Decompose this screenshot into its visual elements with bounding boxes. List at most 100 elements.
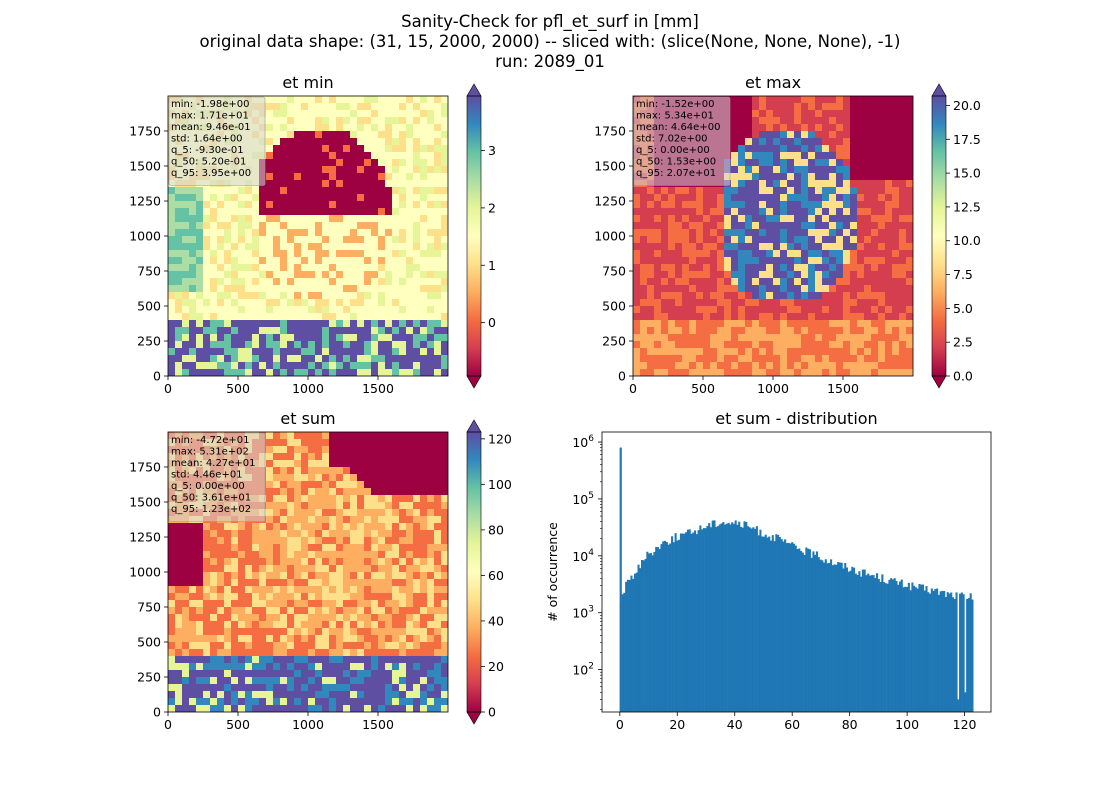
heatmap-cell [668, 313, 676, 321]
panel-title: et min [282, 73, 333, 92]
heatmap-cell [357, 271, 365, 279]
heatmap-cell [420, 159, 428, 167]
heatmap-cell [357, 292, 365, 300]
heatmap-cell [808, 271, 816, 279]
heatmap-cell [801, 173, 809, 181]
heatmap-cell [864, 320, 872, 328]
heatmap-cell [364, 355, 372, 363]
heatmap-cell [287, 698, 295, 706]
heatmap-cell [392, 187, 400, 195]
heatmap-cell [689, 362, 697, 370]
heatmap-cell [259, 579, 267, 587]
heatmap-cell [675, 348, 683, 356]
heatmap-cell [245, 306, 253, 314]
heatmap-cell [364, 187, 372, 195]
heatmap-cell [343, 516, 351, 524]
heatmap-cell [217, 292, 225, 300]
heatmap-cell [350, 257, 358, 265]
heatmap-cell [273, 663, 281, 671]
heatmap-cell [329, 152, 337, 160]
heatmap-cell [343, 166, 351, 174]
heatmap-cell [203, 299, 211, 307]
heatmap-cell [301, 467, 309, 475]
heatmap-cell [189, 586, 197, 594]
heatmap-cell [392, 614, 400, 622]
heatmap-cell [301, 558, 309, 566]
heatmap-cell [843, 285, 851, 293]
heatmap-cell [752, 313, 760, 321]
heatmap-cell [815, 271, 823, 279]
heatmap-cell [808, 243, 816, 251]
heatmap-cell [371, 677, 379, 685]
heatmap-cell [280, 705, 288, 712]
heatmap-cell [906, 117, 913, 125]
heatmap-cell [392, 509, 400, 517]
heatmap-cell [210, 222, 218, 230]
heatmap-cell [294, 509, 302, 517]
heatmap-cell [238, 306, 246, 314]
heatmap-cell [689, 201, 697, 209]
heatmap-cell [815, 180, 823, 188]
heatmap-cell [315, 194, 323, 202]
heatmap-cell [759, 124, 767, 132]
heatmap-cell [252, 187, 260, 195]
heatmap-cell [441, 614, 448, 622]
heatmap-cell [413, 152, 421, 160]
heatmap-cell [413, 705, 421, 712]
heatmap-cell [434, 453, 442, 461]
heatmap-cell [731, 278, 739, 286]
heatmap-cell [217, 677, 225, 685]
heatmap-cell [773, 257, 781, 265]
heatmap-cell [434, 677, 442, 685]
heatmap-cell [885, 341, 893, 349]
heatmap-cell [427, 586, 435, 594]
heatmap-cell [399, 432, 407, 440]
heatmap-cell [378, 334, 386, 342]
heatmap-cell [287, 705, 295, 712]
heatmap-cell [385, 222, 393, 230]
heatmap-cell [294, 642, 302, 650]
heatmap-cell [766, 327, 774, 335]
heatmap-cell [357, 509, 365, 517]
heatmap-cell [668, 208, 676, 216]
heatmap-cell [364, 558, 372, 566]
heatmap-cell [731, 250, 739, 258]
heatmap-cell [315, 285, 323, 293]
heatmap-cell [231, 705, 239, 712]
heatmap-cell [843, 110, 851, 118]
heatmap-cell [315, 495, 323, 503]
heatmap-cell [745, 229, 753, 237]
heatmap-cell [815, 117, 823, 125]
heatmap-cell [231, 222, 239, 230]
heatmap-cell [238, 537, 246, 545]
x-tick-label: 500 [226, 717, 250, 732]
heatmap-cell [224, 243, 232, 251]
heatmap-cell [759, 131, 767, 139]
heatmap-cell [294, 201, 302, 209]
heatmap-cell [301, 257, 309, 265]
heatmap-cell [724, 187, 732, 195]
heatmap-cell [203, 677, 211, 685]
heatmap-cell [315, 530, 323, 538]
heatmap-cell [294, 614, 302, 622]
heatmap-cell [196, 705, 204, 712]
heatmap-cell [724, 369, 732, 376]
heatmap-cell [654, 313, 662, 321]
heatmap-cell [885, 96, 893, 104]
heatmap-cell [696, 320, 704, 328]
histogram-bar [665, 541, 668, 712]
stats-line: mean: 9.46e-01 [171, 122, 251, 133]
heatmap-cell [315, 565, 323, 573]
heatmap-cell [273, 509, 281, 517]
heatmap-cell [357, 229, 365, 237]
heatmap-cell [301, 229, 309, 237]
heatmap-cell [287, 334, 295, 342]
heatmap-cell [357, 285, 365, 293]
heatmap-cell [378, 607, 386, 615]
heatmap-cell [378, 579, 386, 587]
heatmap-cell [343, 138, 351, 146]
heatmap-cell [675, 369, 683, 376]
heatmap-cell [238, 194, 246, 202]
heatmap-cell [420, 705, 428, 712]
heatmap-panel-1: 0 500 1000 150002505007501000125015001750et… [129, 73, 496, 396]
